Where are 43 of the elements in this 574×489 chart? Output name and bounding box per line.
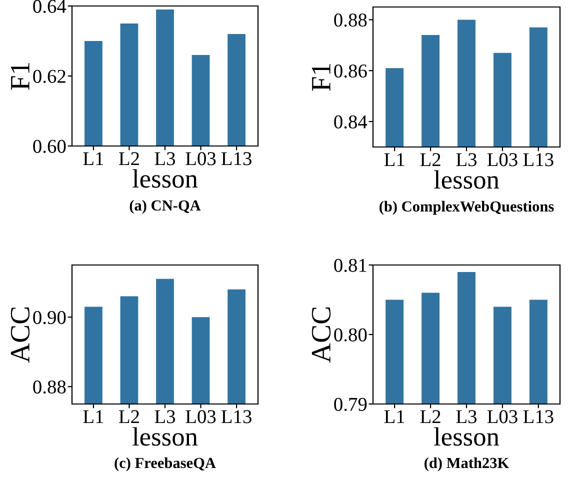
x-axis-title: lesson (132, 427, 198, 446)
text: (b) ComplexWebQuestions (380, 200, 554, 215)
x-tick-label: L2 (118, 152, 139, 166)
x-tick-label: L13 (523, 153, 554, 166)
x-tick-label: L03 (487, 410, 518, 424)
x-tick-label: L03 (186, 152, 216, 166)
x-tick-label: L03 (487, 153, 518, 166)
x-tick-label: L3 (154, 410, 176, 424)
x-tick-label: L13 (523, 410, 554, 424)
x-tick-label: L1 (83, 410, 104, 424)
x-tick-label: L1 (384, 153, 404, 166)
x-axis-title: lesson (434, 427, 500, 446)
x-tick-label: L2 (420, 410, 440, 424)
y-axis-title: ACC (10, 307, 30, 363)
x-tick-label: L3 (456, 153, 477, 166)
x-tick-label: L13 (221, 410, 252, 424)
text: (c) FreebaseQA (114, 457, 216, 472)
x-tick-label: L2 (118, 410, 139, 424)
y-tick-label: 0.84 (334, 115, 368, 129)
x-tick-label: L1 (384, 410, 404, 424)
x-tick-label: L1 (83, 152, 104, 166)
y-tick-label: 0.88 (334, 14, 367, 27)
y-axis-title: F1 (10, 62, 30, 90)
y-tick-label: 0.62 (33, 70, 66, 84)
x-axis-title: lesson (434, 170, 500, 189)
x-tick-label: L3 (154, 152, 176, 166)
y-tick-label: 0.60 (33, 140, 66, 154)
y-tick-label: 0.64 (33, 0, 66, 14)
x-tick-label: L03 (186, 410, 216, 424)
text: (a) CN-QA (130, 200, 201, 214)
y-tick-label: 0.80 (334, 328, 367, 342)
y-tick-label: 0.88 (33, 380, 66, 394)
text: (d) Math23K (424, 457, 510, 472)
x-axis-title: lesson (132, 169, 198, 188)
x-tick-label: L3 (456, 410, 477, 424)
y-axis-title: F1 (312, 64, 330, 91)
y-tick-label: 0.90 (33, 310, 66, 324)
y-tick-label: 0.86 (334, 64, 367, 78)
x-tick-label: L13 (221, 152, 252, 166)
x-tick-label: L2 (420, 153, 440, 166)
y-tick-label: 0.81 (334, 258, 366, 272)
y-axis-title: ACC (312, 307, 331, 363)
y-tick-label: 0.79 (334, 398, 367, 412)
